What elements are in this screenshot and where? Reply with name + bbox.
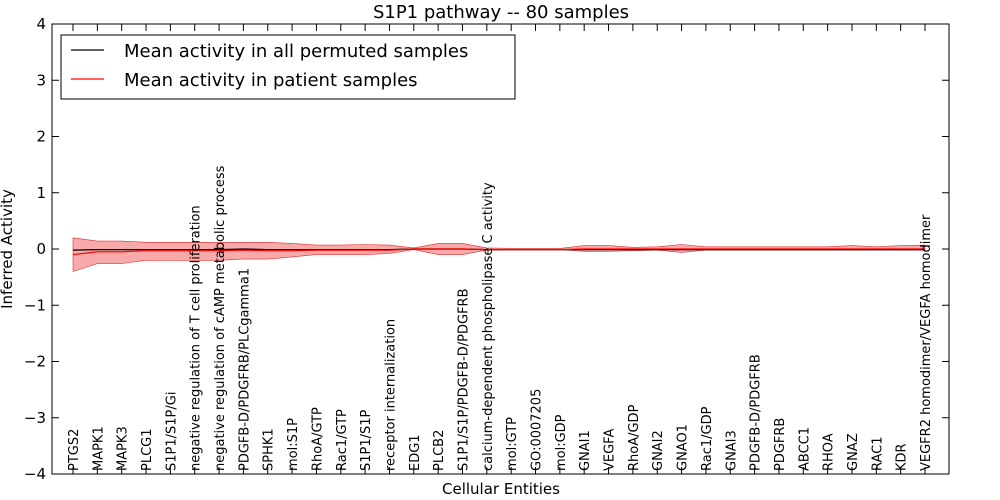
x-tick-label: calcium-dependent phospholipase C activi… [481, 182, 496, 471]
x-tick-label: EDG1 [408, 434, 423, 471]
x-tick-label: GO:0007205 [530, 389, 545, 471]
x-tick-label: GNAO1 [676, 424, 691, 471]
x-tick-label: ABCC1 [797, 427, 812, 471]
y-axis-title: Inferred Activity [0, 189, 16, 309]
x-tick-label: KDR [895, 443, 910, 471]
legend-label-permuted: Mean activity in all permuted samples [124, 41, 468, 62]
legend: Mean activity in all permuted samples Me… [60, 34, 516, 100]
x-tick-label: SPHK1 [262, 428, 277, 471]
y-tick-label: 4 [36, 15, 46, 33]
chart-title: S1P1 pathway -- 80 samples [373, 2, 629, 23]
y-tick-label: −1 [24, 296, 46, 314]
x-tick-label: RHOA [822, 433, 837, 471]
x-tick-label: Rac1/GTP [335, 409, 350, 471]
y-tick-label: −3 [24, 409, 46, 427]
y-tick-label: 1 [36, 184, 46, 202]
y-tick-label: 0 [36, 240, 46, 258]
y-tick-label: 3 [36, 71, 46, 89]
y-tick-label: −4 [24, 465, 46, 483]
x-tick-label: MAPK1 [91, 426, 106, 471]
x-axis-title: Cellular Entities [442, 480, 560, 498]
x-tick-label: GNAI2 [651, 430, 666, 471]
legend-box [60, 34, 516, 100]
series-line-patient [72, 248, 925, 256]
x-tick-label: mol:GTP [505, 417, 520, 471]
x-tick-label: Rac1/GDP [700, 406, 715, 471]
series-line-layer [72, 248, 925, 256]
x-tick-label: MAPK3 [116, 426, 131, 471]
x-tick-label: PLCG1 [140, 428, 155, 471]
y-axis: −4 −3 −2 −1 0 1 2 3 4 [24, 15, 949, 483]
x-tick-label: VEGFA [603, 429, 618, 471]
x-tick-label: PDGFB-D/PDGFRB/PLCgamma1 [237, 268, 252, 471]
x-tick-label: negative regulation of T cell proliferat… [189, 205, 204, 471]
x-tick-label: PDGFRB [773, 418, 788, 471]
x-tick-label: GNAI3 [724, 430, 739, 471]
x-tick-label: RhoA/GDP [627, 404, 642, 471]
x-tick-label: PDGFB-D/PDGFRB [749, 354, 764, 471]
x-tick-label: S1P1/S1P [359, 409, 374, 471]
y-tick-label: −2 [24, 353, 46, 371]
x-tick-label: mol:S1P [286, 418, 301, 471]
x-tick-label: PLCB2 [432, 430, 447, 471]
x-tick-label: receptor internalization [383, 319, 398, 471]
x-tick-label: GNAI1 [578, 430, 593, 471]
legend-label-patient: Mean activity in patient samples [124, 70, 418, 91]
x-tick-label: PTGS2 [67, 429, 82, 471]
x-tick-label: S1P1/S1P/PDGFB-D/PDGFRB [456, 288, 471, 471]
x-tick-label: mol:GDP [554, 414, 569, 471]
x-tick-label: RhoA/GTP [310, 407, 325, 471]
x-tick-label: GNAZ [846, 433, 861, 471]
x-tick-label: S1P1/S1P/Gi [164, 392, 179, 471]
x-tick-label: negative regulation of cAMP metabolic pr… [213, 165, 228, 471]
x-tick-label: VEGFR2 homodimer/VEGFA homodimer [919, 214, 934, 471]
y-tick-label: 2 [36, 128, 46, 146]
x-axis: PTGS2 MAPK1 MAPK3 PLCG1 S1P1/S1P/Gi negative … [67, 24, 934, 474]
x-tick-label: RAC1 [870, 436, 885, 471]
